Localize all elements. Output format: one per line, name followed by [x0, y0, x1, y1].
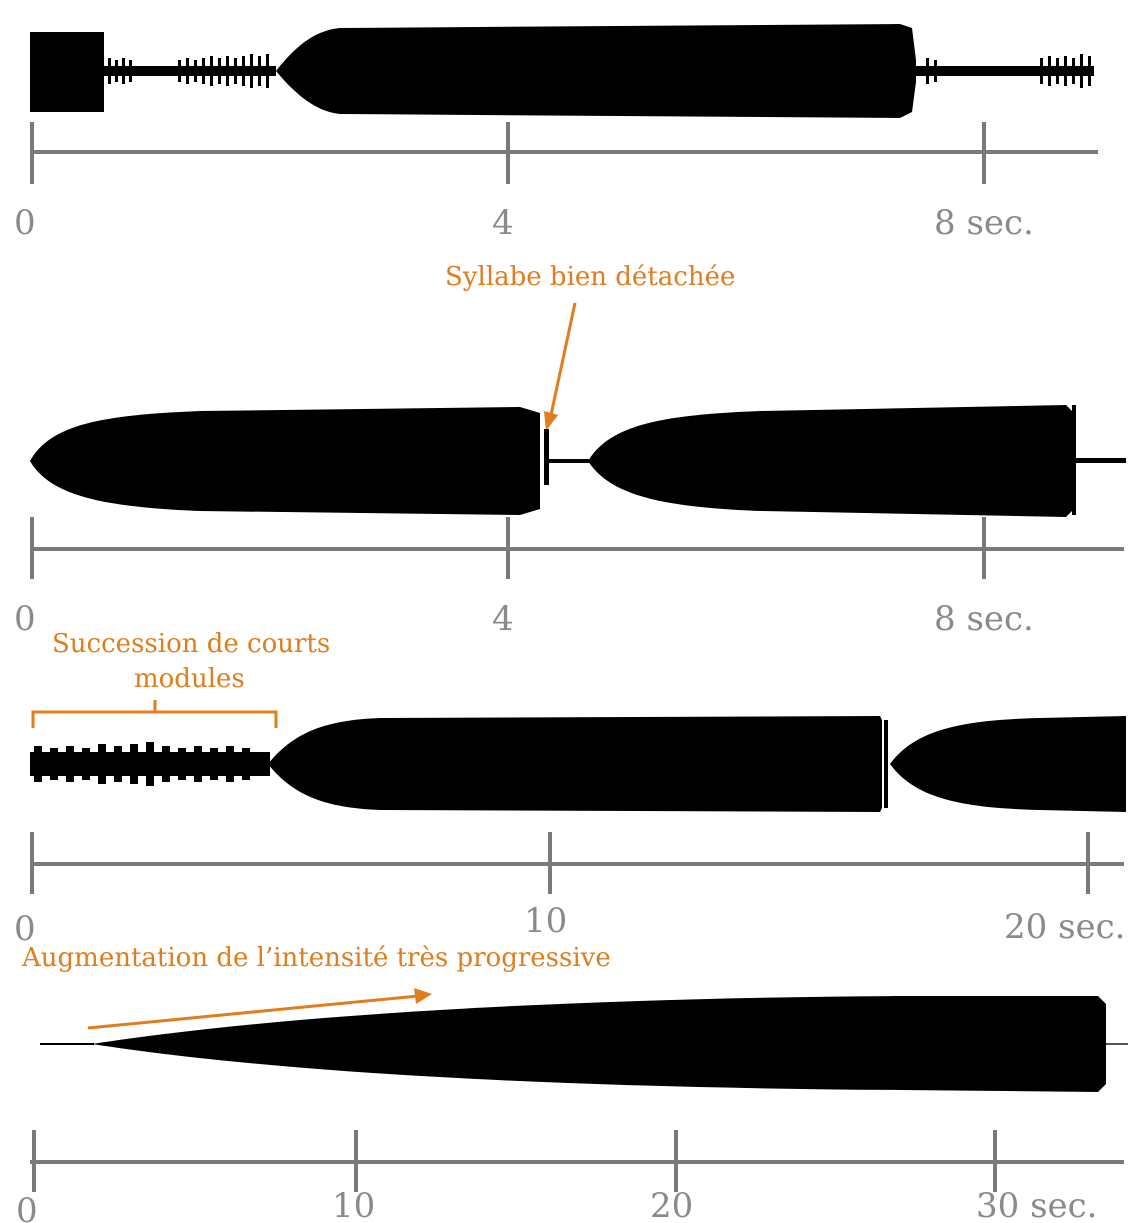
tick-label-4: 4	[492, 599, 514, 639]
tick-label-20: 20	[650, 1186, 693, 1223]
waveform-panel-4: Augmentation de l’intensité très progres…	[0, 940, 1131, 1223]
waveform-4	[40, 996, 1128, 1092]
annotation-arrow	[87, 994, 419, 1030]
annotation-succession-line2: modules	[134, 664, 245, 694]
tick-label-20-sec: 20 sec.	[1004, 907, 1126, 947]
annotation-arrow	[549, 302, 577, 416]
tick-label-0: 0	[16, 1191, 38, 1223]
annotation-syllabe: Syllabe bien détachée	[445, 262, 735, 292]
annotation-succession-line1: Succession de courts	[52, 629, 330, 659]
waveform-chart-3: Succession de courts modules 0 10 20 sec…	[14, 629, 1126, 949]
waveform-1	[30, 24, 1094, 118]
tick-label-0: 0	[14, 203, 36, 243]
waveform-panel-2: Syllabe bien détachée 0 4 8 sec.	[0, 255, 1131, 645]
tick-label-0: 0	[14, 599, 36, 639]
tick-label-0: 0	[14, 909, 36, 949]
waveform-panel-3: Succession de courts modules 0 10 20 sec…	[0, 620, 1131, 950]
waveform-2	[30, 405, 1126, 517]
waveform-3	[30, 716, 1126, 812]
waveform-chart-2: Syllabe bien détachée 0 4 8 sec.	[14, 262, 1126, 639]
arrowhead-icon	[544, 411, 558, 431]
annotation-bracket	[31, 700, 278, 728]
tick-label-8-sec: 8 sec.	[934, 599, 1034, 639]
waveform-panel-1: 0 4 8 sec.	[0, 0, 1131, 250]
arrowhead-icon	[414, 988, 432, 1004]
tick-label-10: 10	[524, 901, 567, 941]
tick-label-30-sec: 30 sec.	[976, 1186, 1098, 1223]
tick-label-10: 10	[332, 1186, 375, 1223]
annotation-augmentation: Augmentation de l’intensité très progres…	[21, 943, 611, 973]
waveform-chart-4: Augmentation de l’intensité très progres…	[16, 943, 1128, 1223]
tick-label-8-sec: 8 sec.	[934, 203, 1034, 243]
tick-label-4: 4	[492, 203, 514, 243]
waveform-chart-1: 0 4 8 sec.	[14, 24, 1098, 243]
